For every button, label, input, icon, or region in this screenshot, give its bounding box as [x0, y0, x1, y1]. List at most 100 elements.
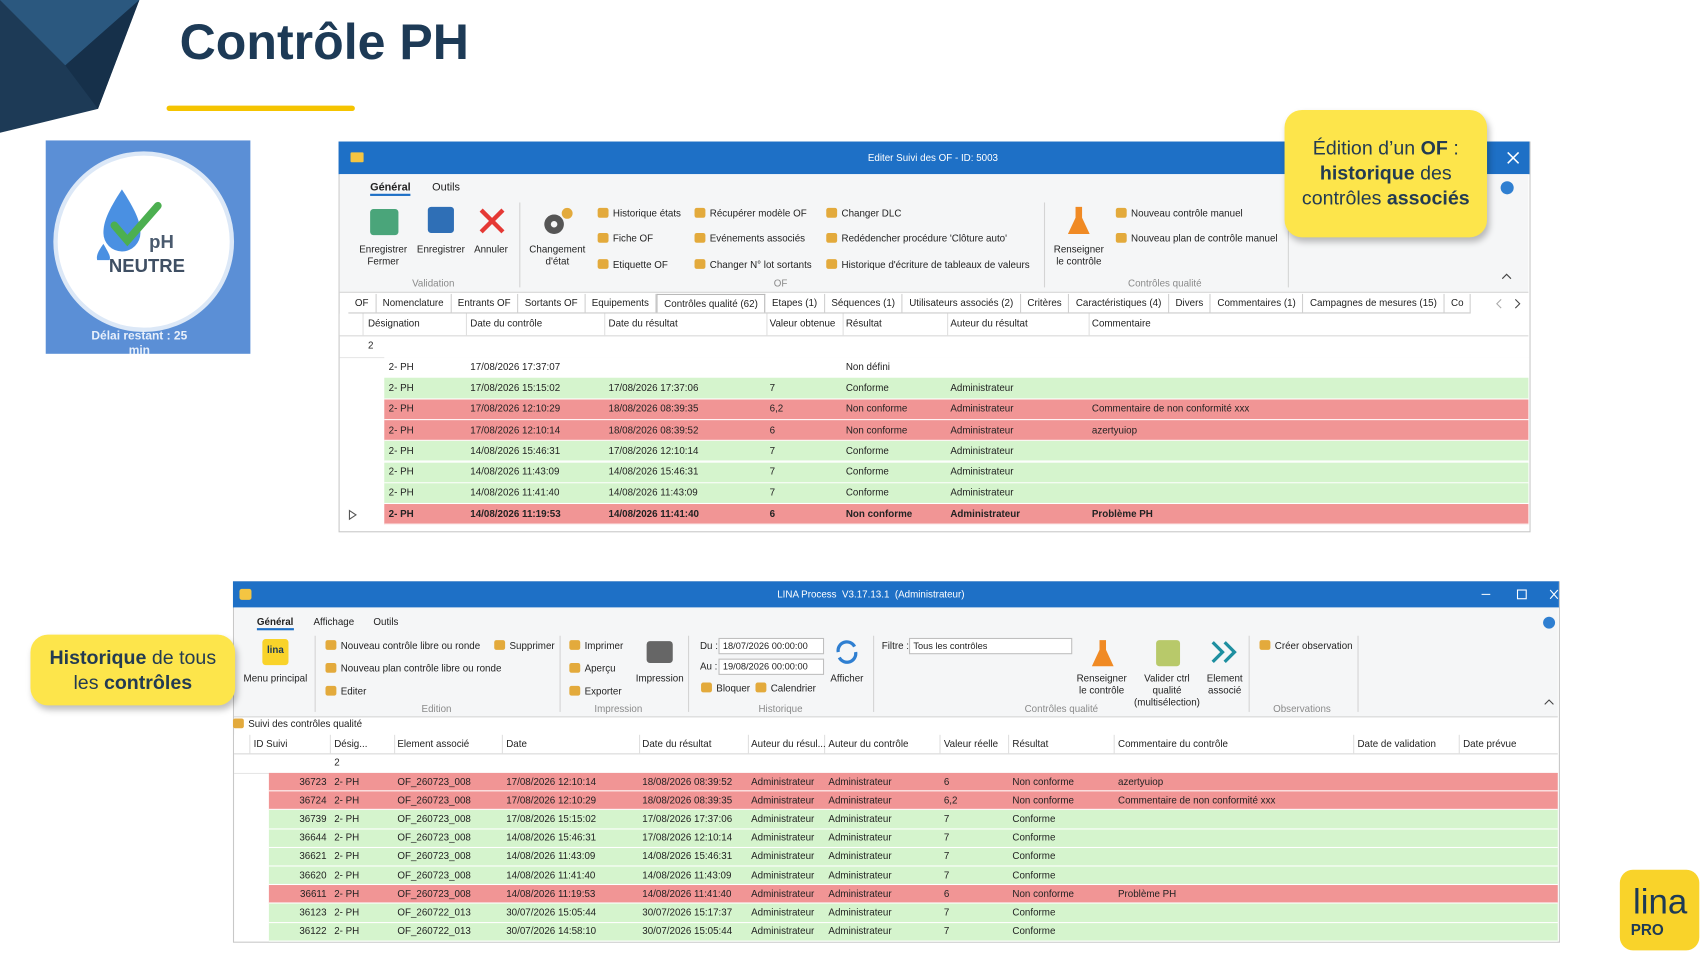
ribbon-item[interactable]: Editer — [325, 686, 367, 698]
ribbon-item[interactable]: Changer DLC — [826, 208, 901, 220]
tab[interactable]: Caractéristiques (4) — [1069, 293, 1169, 313]
table-row[interactable] — [268, 922, 1558, 942]
column-header[interactable]: Date prévue — [1463, 737, 1517, 749]
ribbon-item[interactable]: Fiche OF — [598, 233, 653, 245]
table-row[interactable] — [268, 903, 1558, 923]
column-header[interactable]: Date de validation — [1357, 737, 1436, 749]
ribbon-item[interactable]: Redédencher procédure 'Clôture auto' — [826, 233, 1007, 245]
ribbon-item[interactable]: Imprimer — [569, 640, 624, 652]
tab[interactable]: Critères — [1021, 293, 1070, 313]
ribbon-item[interactable]: Etiquette OF — [598, 259, 668, 271]
ribbon-button[interactable]: Changement d'état — [529, 243, 586, 267]
ribbon-button[interactable]: Impression — [635, 672, 684, 684]
table-row[interactable] — [384, 357, 1529, 379]
tab[interactable]: Contrôles qualité (62) — [656, 293, 766, 313]
ribbon-item[interactable]: Historique d'écriture de tableaux de val… — [826, 259, 1029, 271]
ribbon-item[interactable]: Changer N° lot sortants — [695, 259, 812, 271]
table-row[interactable] — [268, 829, 1558, 848]
collapse-icon[interactable] — [1501, 272, 1512, 281]
column-header[interactable]: Date du résultat — [642, 737, 712, 749]
tab[interactable]: Etapes (1) — [765, 293, 825, 313]
date-to[interactable]: 19/08/2026 00:00:00 — [718, 658, 825, 675]
ribbon-item[interactable]: Bloquer — [701, 683, 750, 695]
ribbon-button[interactable]: Renseigner le contrôle — [1076, 672, 1127, 696]
collapse-icon[interactable] — [1544, 698, 1555, 707]
ribbon-item[interactable]: Créer observation — [1260, 640, 1353, 652]
tab[interactable]: Equipements — [585, 293, 657, 313]
menu-tab[interactable]: Outils — [432, 181, 461, 194]
group-value: 2 — [367, 339, 374, 351]
tab[interactable]: Entrants OF — [451, 293, 519, 313]
help-icon[interactable] — [1500, 181, 1514, 195]
menu-tab[interactable]: Affichage — [313, 616, 355, 628]
column-header[interactable]: Commentaire — [1091, 317, 1151, 329]
table-cell: OF_260722_013 — [397, 906, 471, 918]
ribbon-button[interactable]: Element associé — [1206, 672, 1243, 696]
column-header[interactable]: Valeur réelle — [943, 737, 999, 749]
table-row[interactable] — [268, 810, 1558, 830]
table-row[interactable] — [268, 866, 1558, 886]
filter-select[interactable]: Tous les contrôles — [908, 637, 1073, 655]
window-controls[interactable] — [1478, 588, 1559, 601]
table-row[interactable] — [268, 885, 1558, 904]
column-header[interactable]: Date — [506, 737, 527, 749]
tab[interactable]: Divers — [1169, 293, 1211, 313]
column-header[interactable]: Valeur obtenue — [769, 317, 836, 329]
column-header[interactable]: Commentaire du contrôle — [1117, 737, 1229, 749]
table-row[interactable] — [268, 791, 1558, 811]
ribbon-button[interactable]: Valider ctrl qualité (multisélection) — [1134, 672, 1200, 708]
ribbon-item[interactable]: Exporter — [569, 686, 622, 698]
date-from[interactable]: 18/07/2026 00:00:00 — [718, 637, 825, 655]
column-header[interactable]: Désignation — [367, 317, 420, 329]
table-row[interactable] — [384, 462, 1529, 484]
ribbon-button[interactable]: Enregistrer Fermer — [359, 243, 408, 267]
column-header[interactable]: ID Suivi — [253, 737, 288, 749]
ribbon-button[interactable]: Annuler — [474, 243, 508, 255]
ribbon-item[interactable]: Calendrier — [755, 683, 816, 695]
column-header[interactable]: Résultat — [1012, 737, 1049, 749]
tab[interactable]: Nomenclature — [376, 293, 452, 313]
column-header[interactable]: Désig... — [334, 737, 368, 749]
help-icon[interactable] — [1543, 616, 1556, 629]
ribbon-button[interactable]: Renseigner le contrôle — [1053, 243, 1104, 267]
menu-tab[interactable]: Général — [256, 616, 294, 631]
column-header[interactable]: Date du contrôle — [470, 317, 543, 329]
ribbon-item[interactable]: Nouveau contrôle manuel — [1116, 208, 1243, 220]
ribbon-item[interactable]: Nouveau plan contrôle libre ou ronde — [325, 663, 502, 675]
table-row[interactable] — [268, 772, 1558, 792]
ribbon-button[interactable]: Afficher — [830, 672, 864, 684]
ribbon-item[interactable]: Récupérer modèle OF — [695, 208, 807, 220]
tab-scroll[interactable] — [1494, 297, 1524, 310]
table-row[interactable] — [384, 420, 1529, 442]
ribbon-item[interactable]: Nouveau plan de contrôle manuel — [1116, 233, 1278, 245]
ribbon-button[interactable]: Menu principal — [243, 672, 308, 684]
table-row[interactable] — [384, 441, 1529, 463]
table-row[interactable] — [384, 378, 1529, 400]
column-header[interactable]: Auteur du contrôle — [828, 737, 909, 749]
column-header[interactable]: Auteur du résul... — [751, 737, 826, 749]
table-row[interactable] — [384, 399, 1529, 421]
menu-tab[interactable]: Général — [370, 182, 411, 196]
table-row[interactable] — [268, 847, 1558, 867]
ribbon-item[interactable]: Historique états — [598, 208, 681, 220]
tab[interactable]: Utilisateurs associés (2) — [903, 293, 1021, 313]
tab[interactable]: OF — [348, 293, 377, 313]
close-button[interactable] — [1507, 151, 1520, 164]
column-header[interactable]: Element associé — [397, 737, 470, 749]
menu-tab[interactable]: Outils — [373, 616, 399, 628]
tab[interactable]: Commentaires (1) — [1211, 293, 1304, 313]
tab[interactable]: Co — [1444, 293, 1472, 313]
column-header[interactable]: Auteur du résultat — [950, 317, 1028, 329]
ribbon-item[interactable]: Aperçu — [569, 663, 616, 675]
ribbon-item[interactable]: Supprimer — [494, 640, 554, 652]
ribbon-item[interactable]: Evénements associés — [695, 233, 805, 245]
table-row[interactable] — [384, 504, 1529, 526]
tab[interactable]: Sortants OF — [518, 293, 586, 313]
tab[interactable]: Campagnes de mesures (15) — [1303, 293, 1445, 313]
column-header[interactable]: Date du résultat — [608, 317, 678, 329]
table-row[interactable] — [384, 483, 1529, 505]
tab[interactable]: Séquences (1) — [825, 293, 903, 313]
column-header[interactable]: Résultat — [845, 317, 882, 329]
ribbon-button[interactable]: Enregistrer — [416, 243, 465, 255]
ribbon-item[interactable]: Nouveau contrôle libre ou ronde — [325, 640, 480, 652]
